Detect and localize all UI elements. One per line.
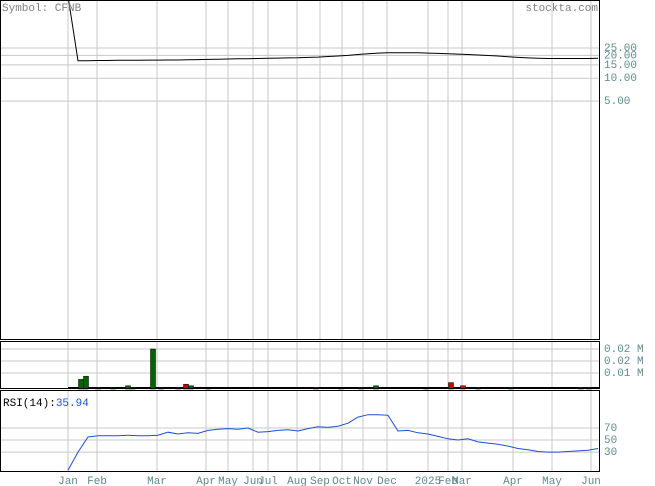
- volume-bar: [78, 379, 84, 390]
- y-tick-label: 20.00: [604, 50, 637, 62]
- x-tick-label: Jun: [243, 476, 263, 486]
- rsi-current: 35.94: [56, 398, 89, 410]
- panel-frame: [0, 390, 600, 472]
- y-tick-label: 50: [604, 435, 617, 447]
- price-line: [68, 0, 599, 62]
- x-tick-label: Feb: [87, 476, 107, 486]
- y-tick-label: 15.00: [604, 60, 637, 72]
- x-tick-label: Jun: [581, 476, 601, 486]
- rsi-label: RSI(14):: [3, 398, 56, 410]
- x-tick-label: Apr: [196, 476, 216, 486]
- x-tick-label: Jan: [58, 476, 78, 486]
- panel-frame: [0, 341, 600, 389]
- y-tick-label: 0.01 M: [604, 368, 644, 380]
- x-tick-label: May: [542, 476, 562, 486]
- rsi-line: [67, 414, 599, 471]
- x-tick-label: Mar: [452, 476, 472, 486]
- y-tick-label: 0.02 M: [604, 344, 644, 356]
- x-tick-label: Apr: [503, 476, 523, 486]
- panel-frame: [0, 0, 600, 340]
- x-tick-label: Feb: [438, 476, 458, 486]
- source: stockta.com: [525, 3, 598, 15]
- x-tick-label: Nov: [353, 476, 373, 486]
- x-tick-label: Aug: [287, 476, 307, 486]
- x-tick-label: Sep: [310, 476, 330, 486]
- y-tick-label: 0.02 M: [604, 356, 644, 368]
- x-tick-label: Jul: [258, 476, 278, 486]
- symbol-title: Symbol: CFNB: [2, 3, 82, 15]
- y-tick-label: 10.00: [604, 73, 637, 85]
- y-tick-label: 25.00: [604, 43, 637, 55]
- x-tick-label: 2025: [415, 476, 441, 486]
- y-tick-label: 30: [604, 447, 617, 459]
- x-tick-label: Dec: [377, 476, 397, 486]
- y-tick-label: 5.00: [604, 96, 630, 108]
- x-tick-label: Oct: [332, 476, 352, 486]
- y-tick-label: 70: [604, 423, 617, 435]
- volume-bar: [83, 375, 89, 390]
- volume-bar: [150, 348, 156, 390]
- x-tick-label: May: [218, 476, 238, 486]
- x-tick-label: Mar: [147, 476, 167, 486]
